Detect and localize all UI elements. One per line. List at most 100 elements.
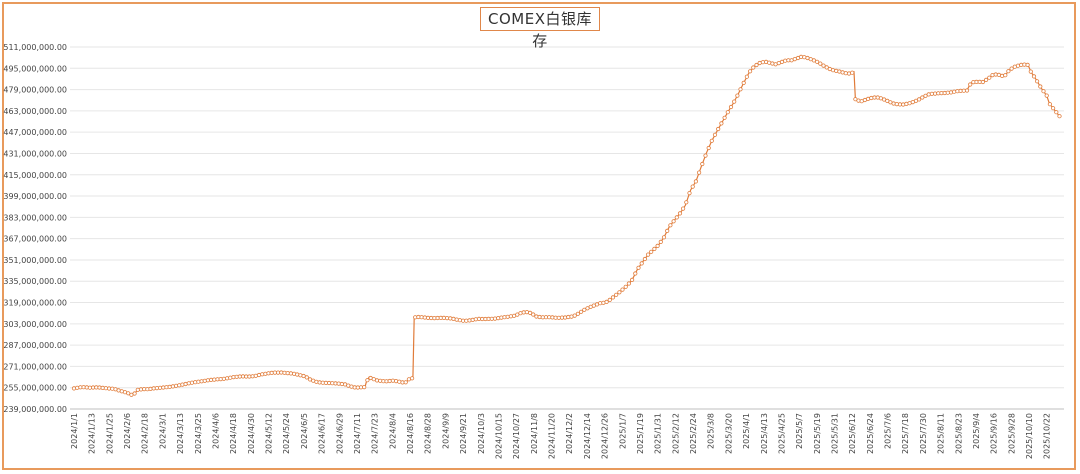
x-tick-label: 2025/3/20 <box>724 413 733 454</box>
x-tick-label: 2024/1/13 <box>88 413 97 454</box>
data-point <box>850 70 855 75</box>
x-tick-label: 2024/8/28 <box>424 413 433 454</box>
x-tick-label: 2024/10/27 <box>512 413 521 459</box>
data-point <box>665 228 670 233</box>
x-tick-label: 2025/7/30 <box>919 413 928 454</box>
x-tick-label: 2024/10/3 <box>477 413 486 454</box>
data-point <box>604 299 609 304</box>
data-point <box>719 121 724 126</box>
x-axis-labels: 2024/1/1 2024/1/13 2024/1/25 2024/2/6 2024/2… <box>70 413 1052 459</box>
data-point <box>738 87 743 92</box>
x-tick-label: 2025/4/25 <box>777 413 786 454</box>
data-point <box>620 287 625 292</box>
x-tick-label: 2024/8/4 <box>388 413 397 449</box>
data-point <box>824 65 829 70</box>
x-tick-label: 2024/12/26 <box>601 413 610 459</box>
data-point <box>722 115 727 120</box>
x-tick-label: 2025/3/8 <box>707 413 716 449</box>
x-tick-label: 2025/5/19 <box>813 413 822 454</box>
x-tick-label: 2024/10/15 <box>494 413 503 459</box>
data-point <box>696 170 702 175</box>
data-point <box>633 271 638 276</box>
y-tick-label: 431,000,000.00 <box>3 149 67 158</box>
y-tick-label: 303,000,000.00 <box>3 320 67 329</box>
data-point <box>968 82 973 87</box>
x-tick-label: 2024/8/16 <box>406 413 415 454</box>
y-tick-label: 367,000,000.00 <box>3 235 67 244</box>
x-tick-label: 2024/3/13 <box>176 413 185 454</box>
data-point <box>964 88 970 93</box>
x-tick-label: 2024/2/6 <box>123 413 132 449</box>
data-point <box>403 380 408 385</box>
y-tick-label: 479,000,000.00 <box>3 86 67 95</box>
data-point <box>920 95 925 100</box>
data-point <box>610 295 616 300</box>
x-tick-label: 2025/5/7 <box>795 413 804 449</box>
data-point <box>623 284 628 289</box>
y-tick-label: 511,000,000.00 <box>3 43 67 52</box>
data-point <box>668 223 673 228</box>
x-tick-label: 2025/9/28 <box>1007 413 1016 454</box>
data-point <box>617 290 622 295</box>
data-point <box>304 375 309 380</box>
data-point <box>636 265 641 270</box>
data-point <box>362 384 367 390</box>
data-point <box>658 239 663 244</box>
data-point <box>1003 73 1008 78</box>
data-point <box>649 249 654 254</box>
data-point <box>916 97 922 102</box>
data-point <box>409 376 415 381</box>
data-point <box>1041 89 1046 94</box>
data-point <box>1031 74 1037 79</box>
data-point <box>732 99 737 104</box>
data-point <box>578 309 584 314</box>
series-markers <box>71 54 1062 397</box>
data-point <box>527 310 533 315</box>
data-point <box>703 153 708 158</box>
data-point <box>700 161 705 167</box>
y-axis-labels: 239,000,000.00 255,000,000.00 271,000,000.… <box>3 43 67 414</box>
data-point <box>1044 93 1049 98</box>
x-tick-label: 2024/9/9 <box>441 413 450 449</box>
data-point <box>645 252 651 257</box>
data-point <box>677 211 683 216</box>
y-tick-label: 463,000,000.00 <box>3 107 67 116</box>
data-point <box>725 110 730 115</box>
x-tick-label: 2024/6/17 <box>318 413 327 454</box>
series-line <box>73 55 1061 397</box>
data-point <box>693 179 699 184</box>
x-tick-label: 2024/6/5 <box>300 413 309 449</box>
x-tick-label: 2024/3/1 <box>158 413 167 449</box>
x-tick-label: 2025/9/4 <box>972 413 981 449</box>
x-tick-label: 2024/4/18 <box>229 413 238 454</box>
data-point <box>684 200 689 205</box>
data-point <box>821 63 826 68</box>
x-tick-label: 2025/6/12 <box>848 413 857 454</box>
x-tick-label: 2025/2/24 <box>689 413 698 454</box>
data-point <box>741 80 746 86</box>
data-point <box>655 243 660 248</box>
x-tick-label: 2025/10/10 <box>1025 413 1034 459</box>
data-point <box>709 138 714 143</box>
y-tick-label: 383,000,000.00 <box>3 213 67 222</box>
x-tick-label: 2025/7/18 <box>901 413 910 454</box>
data-point <box>706 145 711 151</box>
data-point <box>674 215 679 220</box>
data-point <box>814 59 820 64</box>
data-point <box>1047 102 1053 107</box>
data-point <box>531 312 536 317</box>
data-point <box>712 132 718 137</box>
x-tick-label: 2024/5/12 <box>265 413 274 454</box>
data-point <box>607 297 612 302</box>
x-tick-label: 2024/1/1 <box>70 413 79 449</box>
x-tick-label: 2025/4/13 <box>760 413 769 454</box>
data-point <box>585 306 590 311</box>
data-point <box>626 281 632 286</box>
x-tick-label: 2024/9/21 <box>459 413 468 454</box>
data-point <box>751 65 756 70</box>
data-point <box>652 246 657 251</box>
x-tick-label: 2025/7/6 <box>884 413 893 449</box>
x-tick-label: 2025/10/22 <box>1043 413 1052 459</box>
x-tick-label: 2024/7/11 <box>353 413 362 454</box>
x-tick-label: 2024/6/29 <box>335 413 344 454</box>
